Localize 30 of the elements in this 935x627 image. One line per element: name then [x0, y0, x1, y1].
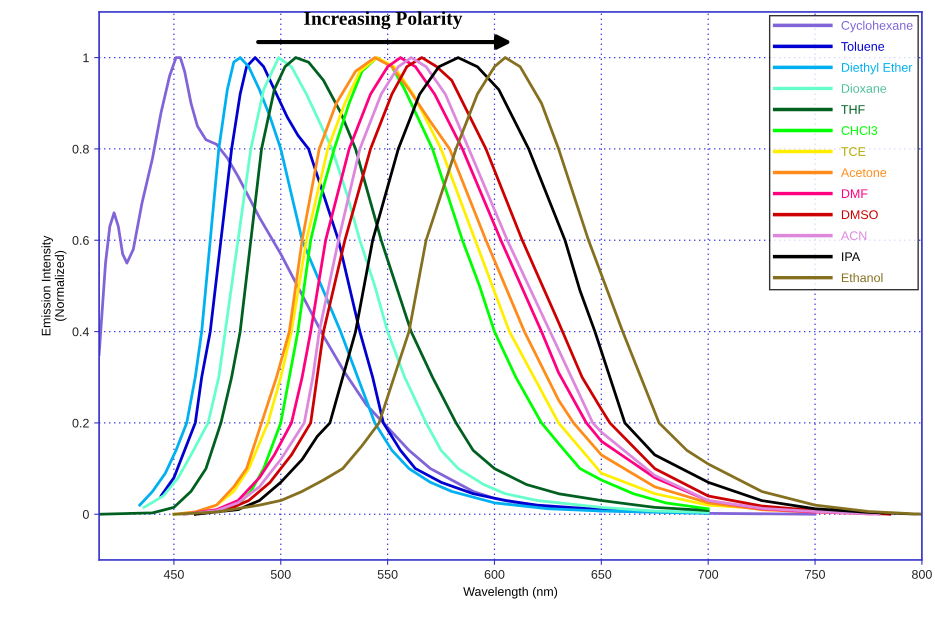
x-tick-label: 800: [912, 570, 932, 579]
legend-label: DMF: [842, 189, 868, 198]
annotation: Increasing Polarity: [304, 11, 462, 30]
y-tick-label: 0.4: [72, 327, 90, 336]
x-tick-label: 500: [270, 570, 291, 579]
legend-label: ACN: [840, 231, 866, 240]
y-tick-label: 0.2: [72, 418, 89, 428]
legend-label: Acetone: [840, 168, 886, 178]
y-tick-label: 0.6: [72, 236, 89, 245]
x-tick-label: 550: [378, 570, 398, 579]
x-tick-label: 450: [164, 570, 184, 579]
legend-label: CHCl3: [842, 126, 878, 135]
x-axis-title: Wavelength (nm): [463, 586, 558, 598]
x-tick-label: 650: [592, 570, 612, 579]
legend-label: DMSO: [842, 210, 878, 220]
x-tick-label: 700: [698, 570, 718, 579]
y-tick-label: 1: [83, 54, 89, 62]
y-tick-label: 0.8: [72, 144, 89, 154]
legend-label: Toluene: [841, 42, 884, 51]
y-axis-title: Emission Intensity (Normalized): [41, 236, 66, 336]
legend-label: Cyclohexane: [842, 20, 913, 32]
legend-label: Ethanol: [842, 272, 882, 282]
legend-label: THF: [841, 105, 865, 114]
legend-label: TCE: [841, 147, 866, 156]
legend-label: Dioxane: [842, 84, 886, 93]
x-tick-label: 600: [484, 570, 504, 579]
x-tick-label: 750: [805, 570, 825, 579]
y-tick-label: 0: [82, 510, 89, 519]
legend-label: IPA: [842, 252, 860, 262]
legend-label: Diethyl Ether: [842, 62, 912, 74]
